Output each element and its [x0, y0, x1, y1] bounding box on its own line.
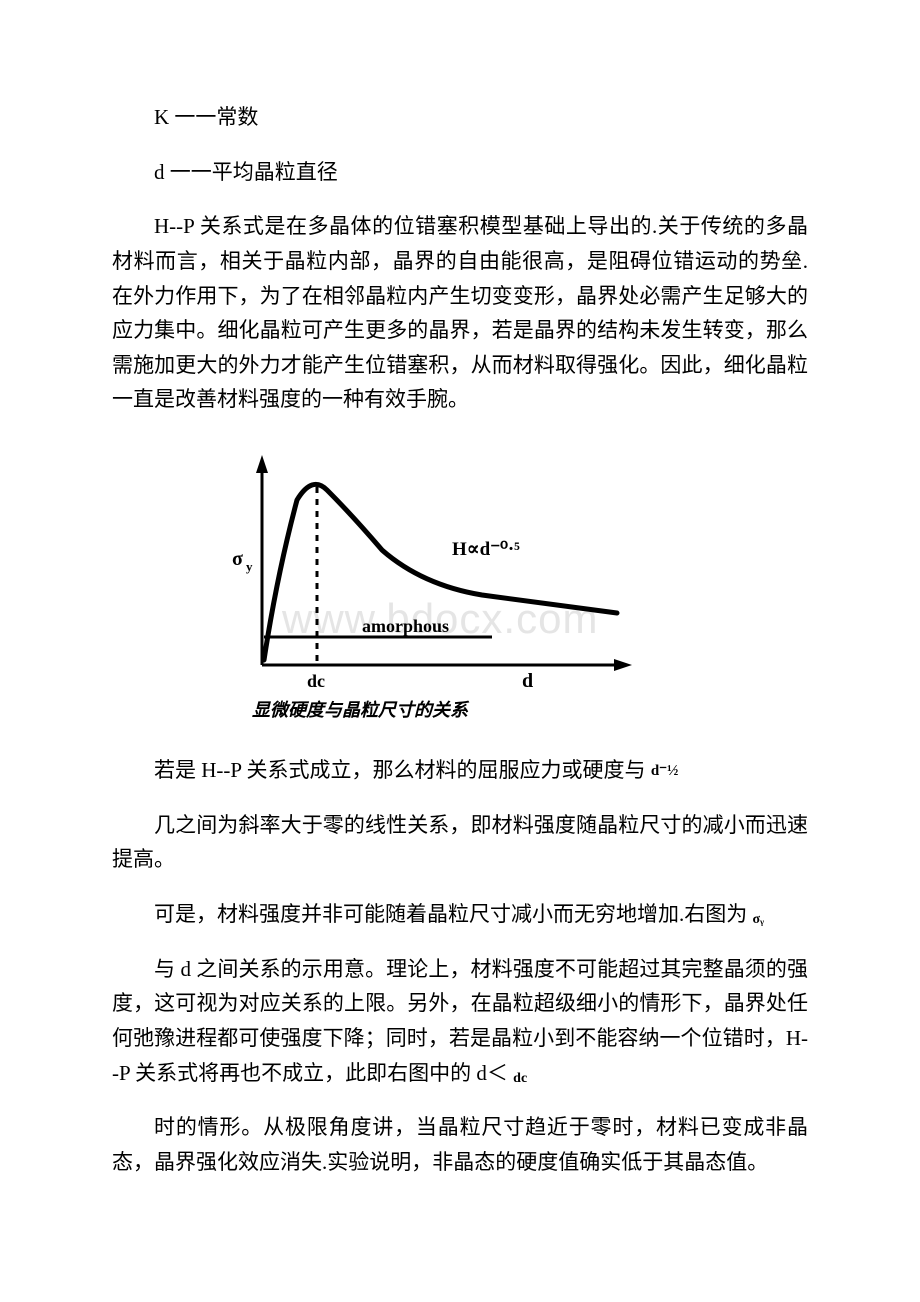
y-axis-label-sub: y — [246, 559, 253, 574]
text: d 一一平均晶粒直径 — [154, 160, 338, 184]
paragraph-d-relation: 与 d 之间关系的示用意。理论上，材料强度不可能超过其完整晶须的强度，这可视为对… — [112, 952, 808, 1091]
paragraph-hp-condition: 若是 H--P 关系式成立，那么材料的屈服应力或硬度与 d⁻½ — [112, 753, 808, 788]
text-prefix: 可是，材料强度并非可能随着晶粒尺寸减小而无穷地增加.右图为 — [154, 902, 753, 926]
definition-k: K 一一常数 — [112, 100, 808, 135]
paragraph-strength-limit: 可是，材料强度并非可能随着晶粒尺寸减小而无穷地增加.右图为 σᵧ — [112, 897, 808, 932]
dc-label: dc — [307, 671, 325, 691]
text-prefix: 若是 H--P 关系式成立，那么材料的屈服应力或硬度与 — [154, 758, 651, 782]
chart-svg: σ y H∝d⁻⁰·⁵ amorphous dc d — [222, 445, 642, 695]
definition-d: d 一一平均晶粒直径 — [112, 155, 808, 190]
curve-label: H∝d⁻⁰·⁵ — [452, 539, 520, 560]
text: 时的情形。从极限角度讲，当晶粒尺寸趋近于零时，材料已变成非晶态，晶界强化效应消失… — [112, 1115, 808, 1174]
x-axis-label: d — [522, 670, 533, 692]
paragraph-linear-relation: 几之间为斜率大于零的线性关系，即材料强度随晶粒尺寸的减小而迅速提高。 — [112, 808, 808, 877]
text-prefix: 与 d 之间关系的示用意。理论上，材料强度不可能超过其完整晶须的强度，这可视为对… — [112, 957, 808, 1085]
y-axis-label: σ — [232, 548, 243, 570]
symbol-d-neg-half: d⁻½ — [651, 763, 679, 779]
paragraph-hp-explanation: H--P 关系式是在多晶体的位错塞积模型基础上导出的.关于传统的多晶材料而言，相… — [112, 209, 808, 417]
symbol-dc: dc — [513, 1071, 527, 1086]
figure-hardness-grain-size: www.bdocx.com σ y H∝d⁻⁰·⁵ amorphous dc d… — [222, 445, 642, 725]
figure-caption: 显微硬度与晶粒尺寸的关系 — [252, 696, 642, 722]
y-axis-arrow — [256, 455, 268, 473]
text: H--P 关系式是在多晶体的位错塞积模型基础上导出的.关于传统的多晶材料而言，相… — [112, 214, 808, 411]
symbol-sigma-y: σᵧ — [753, 912, 765, 927]
amorphous-label: amorphous — [362, 616, 449, 636]
text: 几之间为斜率大于零的线性关系，即材料强度随晶粒尺寸的减小而迅速提高。 — [112, 813, 808, 872]
text: K 一一常数 — [154, 105, 258, 129]
paragraph-amorphous: 时的情形。从极限角度讲，当晶粒尺寸趋近于零时，材料已变成非晶态，晶界强化效应消失… — [112, 1110, 808, 1179]
x-axis-arrow — [614, 659, 632, 671]
